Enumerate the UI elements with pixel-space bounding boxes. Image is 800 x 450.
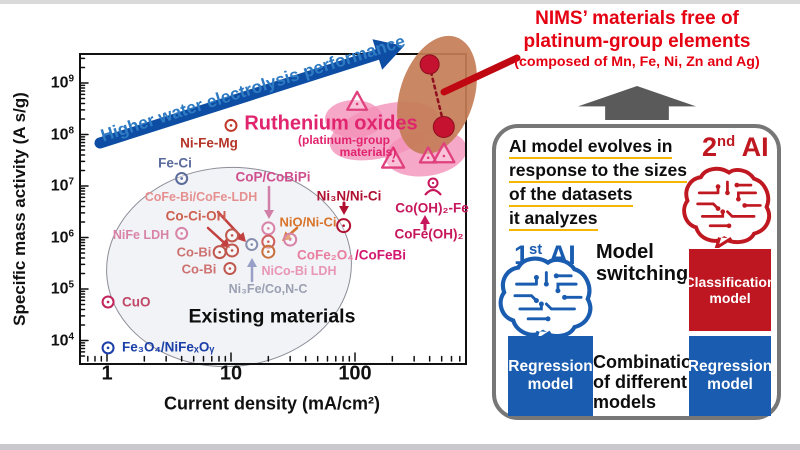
- y-tick-label: 107: [50, 176, 74, 195]
- classification-model-box: Classification model: [684, 249, 776, 331]
- regression-model-box-right: Regression model: [688, 336, 772, 416]
- regression-model-box-left: Regression model: [508, 336, 593, 416]
- ai-panel-title: AI model evolves in response to the sizes…: [509, 135, 687, 232]
- y-tick-label: 104: [50, 330, 74, 350]
- y-tick-label: 109: [50, 73, 74, 92]
- x-tick-label: 1: [101, 362, 113, 385]
- y-tick-label: 108: [50, 124, 74, 144]
- up-arrow-icon: [578, 86, 696, 120]
- nims-callout-line3: (composed of Mn, Fe, Ni, Zn and Ag): [514, 53, 760, 70]
- nims-callout-line2: platinum-group elements: [523, 30, 751, 52]
- second-ai-number: 2: [702, 132, 718, 162]
- x-tick-label: 100: [338, 362, 372, 385]
- first-ai-brain-icon: [498, 256, 593, 342]
- ai-panel-title-line: of the datasets: [509, 183, 633, 208]
- second-ai-brain-icon: [682, 166, 771, 248]
- x-axis-label: Current density (mA/cm²): [163, 393, 381, 414]
- ai-panel-title-line: response to the sizes: [509, 159, 687, 184]
- y-axis-label: Specific mass activity (A s/g): [10, 92, 29, 326]
- top-border-strip: [0, 0, 800, 4]
- model-switching-text: Model switching: [596, 241, 689, 285]
- nims-callout: NIMS’ materials free of platinum-group e…: [478, 8, 796, 71]
- y-tick-label: 105: [50, 279, 74, 298]
- y-tick-label: 106: [50, 227, 74, 247]
- ai-panel-title-line: AI model evolves in: [509, 135, 673, 160]
- ai-model-panel: AI model evolves in response to the sizes…: [492, 124, 781, 420]
- ai-panel-title-line: it analyzes: [509, 207, 598, 232]
- combination-text: Combination of different models: [593, 352, 703, 413]
- second-ai-label: 2nd AI: [702, 132, 769, 162]
- bottom-border-strip: [0, 444, 800, 450]
- nims-callout-line1: NIMS’ materials free of: [535, 8, 739, 29]
